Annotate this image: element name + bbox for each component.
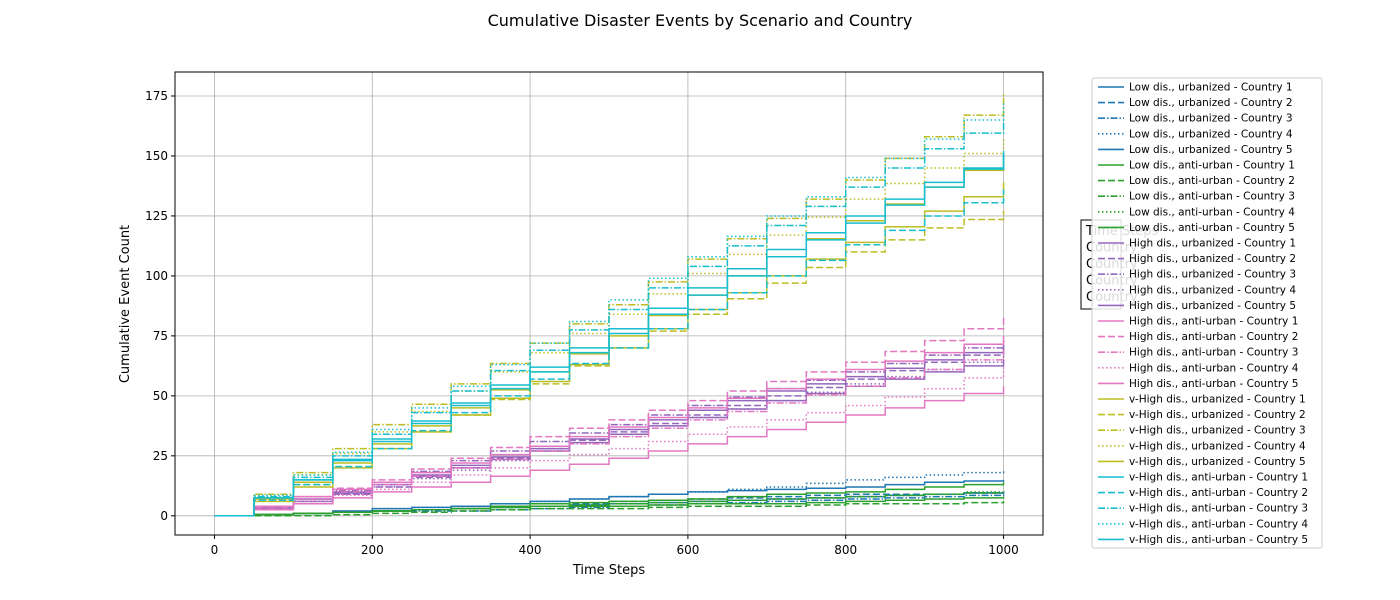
legend-item: Low dis., anti-urban - Country 2	[1098, 175, 1295, 187]
y-tick-label: 175	[145, 89, 168, 103]
legend-label: High dis., anti-urban - Country 2	[1129, 331, 1298, 343]
legend-item: Low dis., anti-urban - Country 4	[1098, 206, 1295, 218]
legend-label: Low dis., urbanized - Country 2	[1129, 97, 1293, 109]
legend-label: High dis., anti-urban - Country 4	[1129, 362, 1299, 374]
legend-label: Low dis., urbanized - Country 1	[1129, 82, 1293, 94]
y-axis-label: Cumulative Event Count	[118, 225, 133, 383]
legend-item: Low dis., anti-urban - Country 1	[1098, 160, 1295, 172]
series-line-7	[214, 501, 1005, 517]
y-tick-label: 75	[153, 329, 168, 343]
legend-label: High dis., urbanized - Country 3	[1129, 269, 1296, 281]
legend-label: v-High dis., anti-urban - Country 3	[1129, 503, 1308, 515]
legend-item: High dis., urbanized - Country 5	[1098, 300, 1296, 312]
legend: Low dis., urbanized - Country 1 Low dis.,…	[1091, 77, 1323, 549]
legend-label: Low dis., anti-urban - Country 1	[1129, 160, 1295, 172]
legend-label: High dis., anti-urban - Country 5	[1129, 378, 1298, 390]
legend-item: v-High dis., urbanized - Country 4	[1098, 440, 1306, 452]
legend-item: High dis., anti-urban - Country 3	[1098, 347, 1298, 359]
x-axis-label: Time Steps	[572, 563, 646, 578]
legend-label: v-High dis., urbanized - Country 1	[1129, 394, 1306, 406]
legend-item: High dis., urbanized - Country 3	[1098, 269, 1296, 281]
series-line-30	[214, 153, 1005, 517]
legend-label: Low dis., anti-urban - Country 3	[1129, 191, 1295, 203]
legend-label: v-High dis., urbanized - Country 4	[1129, 440, 1306, 452]
y-tick-label: 150	[145, 149, 168, 163]
legend-label: Low dis., anti-urban - Country 4	[1129, 206, 1295, 218]
series-line-10	[214, 496, 1005, 517]
y-tick-label: 50	[153, 389, 168, 403]
axis-ticks: 0 200 400 600 800 1000 0 25 50 75 100 125 150 175	[145, 89, 1019, 557]
legend-label: High dis., anti-urban - Country 3	[1129, 347, 1298, 359]
series-line-4	[214, 470, 1005, 517]
legend-label: v-High dis., anti-urban - Country 4	[1129, 518, 1308, 530]
legend-label: High dis., urbanized - Country 4	[1129, 284, 1296, 296]
legend-item: Low dis., anti-urban - Country 3	[1098, 191, 1295, 203]
series-lines	[214, 93, 1005, 517]
x-tick-label: 200	[361, 543, 384, 557]
x-tick-label: 0	[211, 543, 219, 557]
legend-label: v-High dis., urbanized - Country 2	[1129, 409, 1306, 421]
legend-item: High dis., anti-urban - Country 1	[1098, 316, 1298, 328]
legend-item: v-High dis., urbanized - Country 5	[1098, 456, 1306, 468]
x-tick-label: 800	[834, 543, 857, 557]
series-line-18	[214, 350, 1005, 517]
series-line-8	[214, 491, 1005, 517]
legend-label: High dis., urbanized - Country 1	[1129, 238, 1296, 250]
x-tick-label: 1000	[988, 543, 1019, 557]
y-tick-label: 25	[153, 449, 168, 463]
legend-label: Low dis., urbanized - Country 3	[1129, 113, 1293, 125]
y-tick-label: 0	[160, 509, 168, 523]
legend-item: Low dis., urbanized - Country 5	[1098, 144, 1293, 156]
legend-item: Low dis., anti-urban - Country 5	[1098, 222, 1295, 234]
legend-label: Low dis., anti-urban - Country 5	[1129, 222, 1295, 234]
legend-item: v-High dis., anti-urban - Country 1	[1098, 472, 1308, 484]
series-line-20	[214, 386, 1005, 517]
legend-item: Low dis., urbanized - Country 3	[1098, 113, 1293, 125]
legend-label: Low dis., anti-urban - Country 2	[1129, 175, 1295, 187]
legend-item: v-High dis., anti-urban - Country 3	[1098, 503, 1308, 515]
legend-frame	[1091, 77, 1323, 549]
legend-item: v-High dis., anti-urban - Country 4	[1098, 518, 1308, 530]
series-line-12	[214, 347, 1005, 517]
legend-item: v-High dis., anti-urban - Country 5	[1098, 534, 1308, 546]
legend-label: High dis., urbanized - Country 2	[1129, 253, 1296, 265]
legend-label: High dis., anti-urban - Country 1	[1129, 316, 1298, 328]
legend-label: v-High dis., urbanized - Country 3	[1129, 425, 1306, 437]
legend-label: v-High dis., anti-urban - Country 1	[1129, 472, 1308, 484]
plot-frame	[174, 71, 1044, 536]
legend-item: High dis., urbanized - Country 1	[1098, 238, 1296, 250]
legend-label: v-High dis., anti-urban - Country 2	[1129, 487, 1308, 499]
legend-item: High dis., urbanized - Country 4	[1098, 284, 1296, 296]
x-tick-label: 400	[519, 543, 542, 557]
series-line-19	[214, 367, 1005, 517]
legend-label: v-High dis., anti-urban - Country 5	[1129, 534, 1308, 546]
legend-item: Low dis., urbanized - Country 4	[1098, 128, 1293, 140]
legend-item: v-High dis., urbanized - Country 2	[1098, 409, 1306, 421]
legend-item: High dis., anti-urban - Country 2	[1098, 331, 1298, 343]
y-tick-label: 125	[145, 209, 168, 223]
legend-item: Low dis., urbanized - Country 2	[1098, 97, 1293, 109]
legend-item: v-High dis., urbanized - Country 3	[1098, 425, 1306, 437]
legend-item: High dis., urbanized - Country 2	[1098, 253, 1296, 265]
legend-item: Low dis., urbanized - Country 1	[1098, 82, 1293, 94]
legend-item: v-High dis., anti-urban - Country 2	[1098, 487, 1308, 499]
x-tick-label: 600	[676, 543, 699, 557]
legend-item: High dis., anti-urban - Country 4	[1098, 362, 1299, 374]
y-tick-label: 100	[145, 269, 168, 283]
legend-label: Low dis., urbanized - Country 4	[1129, 128, 1293, 140]
legend-label: v-High dis., urbanized - Country 5	[1129, 456, 1306, 468]
legend-label: Low dis., urbanized - Country 5	[1129, 144, 1293, 156]
series-line-17	[214, 316, 1005, 517]
legend-item: High dis., anti-urban - Country 5	[1098, 378, 1298, 390]
chart-title: Cumulative Disaster Events by Scenario a…	[488, 11, 913, 30]
legend-label: High dis., urbanized - Country 5	[1129, 300, 1296, 312]
series-line-29	[214, 100, 1005, 517]
legend-item: v-High dis., urbanized - Country 1	[1098, 394, 1306, 406]
